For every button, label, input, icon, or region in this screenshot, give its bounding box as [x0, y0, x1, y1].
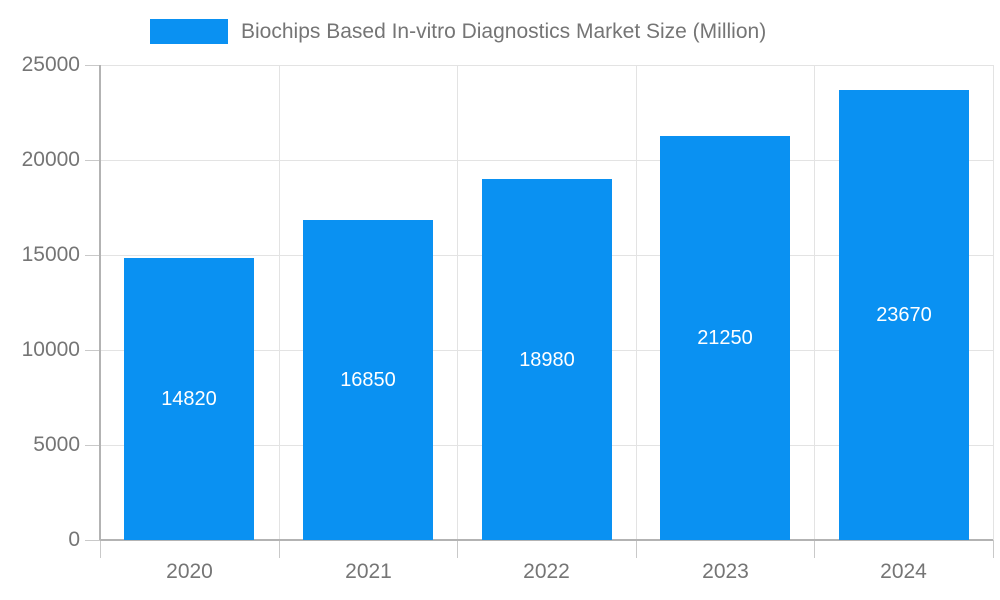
y-axis-tick	[85, 160, 100, 161]
x-axis-tick	[993, 540, 994, 558]
y-tick-label: 20000	[21, 148, 80, 171]
y-axis-tick	[85, 350, 100, 351]
bar[interactable]	[303, 220, 433, 540]
x-tick-label: 2021	[345, 560, 392, 583]
x-axis-tick	[100, 540, 101, 558]
x-tick-label: 2022	[523, 560, 570, 583]
y-tick-label: 5000	[33, 433, 80, 456]
x-gridline	[636, 65, 637, 540]
x-tick-label: 2023	[702, 560, 749, 583]
y-tick-label: 15000	[21, 243, 80, 266]
legend-label: Biochips Based In-vitro Diagnostics Mark…	[241, 20, 767, 43]
y-axis-tick	[85, 540, 100, 541]
y-axis-tick	[85, 255, 100, 256]
y-tick-label: 0	[68, 528, 80, 551]
bar[interactable]	[124, 258, 254, 540]
y-gridline	[100, 160, 993, 161]
x-axis-tick	[279, 540, 280, 558]
bar[interactable]	[660, 136, 790, 540]
x-axis-tick	[457, 540, 458, 558]
x-axis-tick	[636, 540, 637, 558]
legend-swatch-icon	[150, 19, 228, 44]
y-gridline	[100, 65, 993, 66]
x-gridline	[279, 65, 280, 540]
x-gridline	[993, 65, 994, 540]
y-axis-tick	[85, 445, 100, 446]
x-tick-label: 2020	[166, 560, 213, 583]
x-axis-tick	[814, 540, 815, 558]
y-tick-label: 10000	[21, 338, 80, 361]
bar[interactable]	[839, 90, 969, 540]
x-gridline	[457, 65, 458, 540]
x-tick-label: 2024	[880, 560, 927, 583]
y-axis-tick	[85, 65, 100, 66]
x-axis-line	[100, 539, 993, 541]
legend[interactable]: Biochips Based In-vitro Diagnostics Mark…	[150, 19, 766, 44]
y-tick-label: 25000	[21, 53, 80, 76]
bar[interactable]	[482, 179, 612, 540]
y-axis-line	[99, 65, 101, 540]
x-gridline	[814, 65, 815, 540]
